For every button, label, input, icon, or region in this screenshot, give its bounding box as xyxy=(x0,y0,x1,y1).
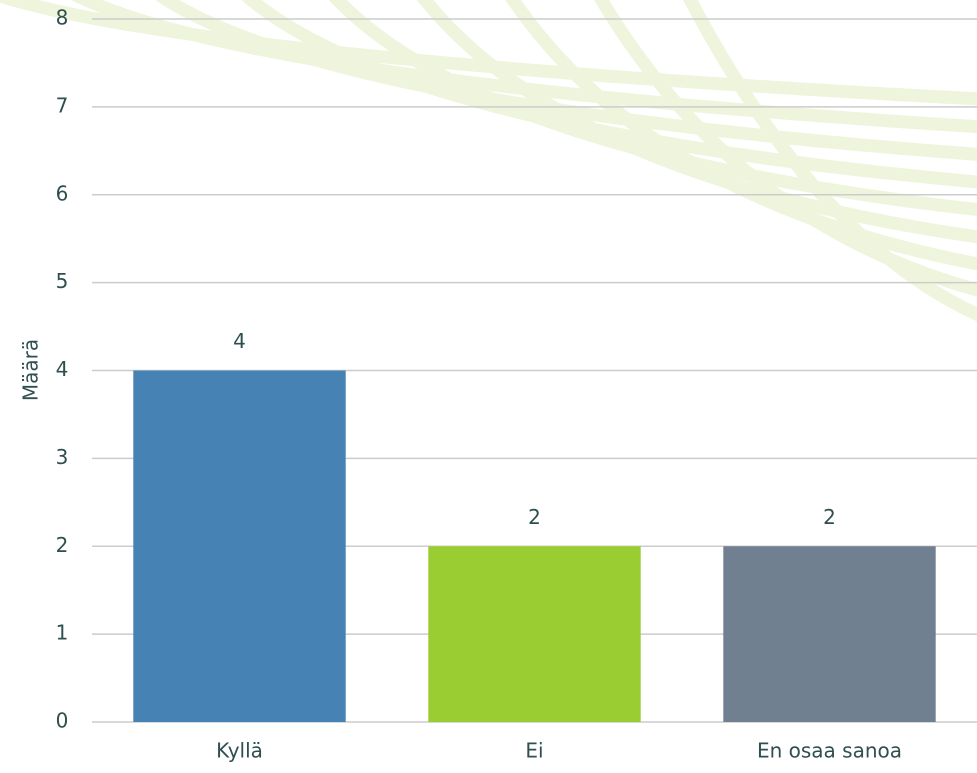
stripe xyxy=(594,0,977,297)
y-tick-label: 7 xyxy=(56,93,69,117)
background-decoration xyxy=(0,0,977,322)
stripe xyxy=(683,0,977,322)
stripe xyxy=(328,0,977,216)
y-tick-label: 8 xyxy=(56,6,69,30)
bar xyxy=(133,370,346,722)
bar xyxy=(723,546,936,722)
y-tick-label: 2 xyxy=(56,533,69,557)
y-tick-label: 3 xyxy=(56,445,69,469)
y-tick-label: 0 xyxy=(56,709,69,733)
x-tick-label: Ei xyxy=(525,739,543,763)
data-label: 4 xyxy=(233,329,246,353)
y-axis-label: Määrä xyxy=(19,339,43,401)
bar xyxy=(428,546,641,722)
y-tick-label: 4 xyxy=(56,357,69,381)
data-label: 2 xyxy=(823,505,836,529)
stripe xyxy=(505,0,977,271)
stripe xyxy=(416,0,977,244)
y-tick-label: 1 xyxy=(56,621,69,645)
data-label: 2 xyxy=(528,505,541,529)
x-tick-label: Kyllä xyxy=(216,739,263,763)
y-tick-label: 6 xyxy=(56,181,69,205)
x-tick-label: En osaa sanoa xyxy=(757,739,902,763)
y-tick-label: 5 xyxy=(56,269,69,293)
